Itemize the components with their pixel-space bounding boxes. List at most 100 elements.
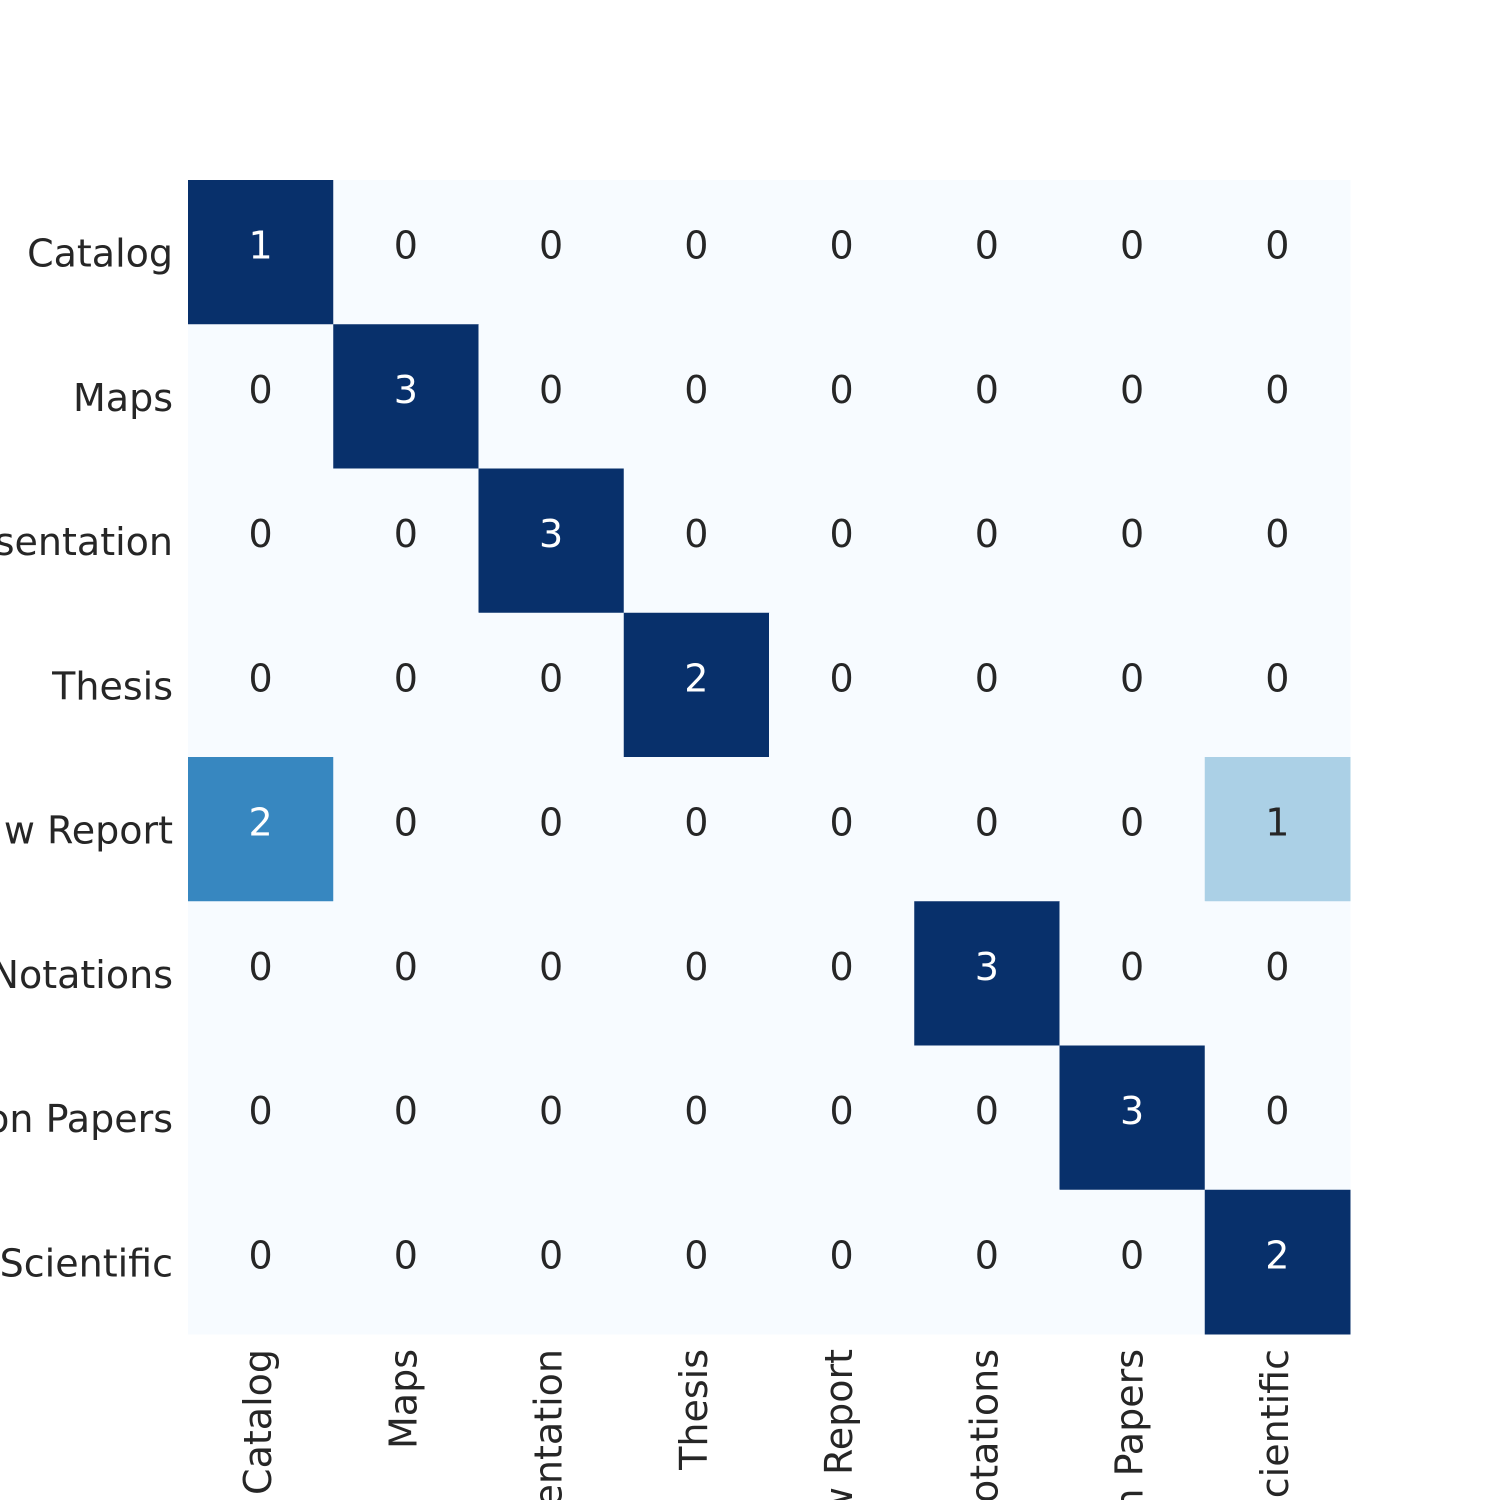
x-tick-label: sentation [527, 1349, 571, 1500]
cell-value: 0 [394, 512, 418, 556]
cell-value: 0 [830, 656, 854, 700]
cell-value: 0 [249, 368, 273, 412]
cell-value: 0 [1120, 945, 1144, 989]
cell-value: 0 [249, 656, 273, 700]
heatmap-cell [623, 1045, 770, 1191]
x-tick-label: on Papers [1108, 1349, 1152, 1500]
y-tick-label: Maps [73, 376, 173, 420]
cell-value: 0 [830, 224, 854, 268]
cell-value: 0 [684, 801, 708, 845]
cell-value: 0 [975, 368, 999, 412]
heatmap-cell [914, 324, 1060, 469]
cell-value: 0 [830, 945, 854, 989]
cell-value: 2 [1265, 1233, 1289, 1277]
x-tick-label: Thesis [672, 1349, 716, 1471]
heatmap-cell [1059, 612, 1206, 758]
heatmap-cell [1059, 1045, 1206, 1191]
heatmap-cell [188, 1189, 334, 1335]
cell-value: 0 [394, 224, 418, 268]
heatmap-cell [769, 612, 915, 758]
cell-value: 0 [684, 1089, 708, 1133]
cell-value: 0 [394, 656, 418, 700]
x-tick-label: Notations [962, 1349, 1006, 1500]
cell-value: 0 [1120, 1233, 1144, 1277]
cell-value: 0 [394, 1233, 418, 1277]
cell-value: 0 [975, 801, 999, 845]
heatmap-cell [188, 180, 334, 325]
heatmap-cell [769, 324, 915, 469]
x-tick-label: Maps [381, 1349, 425, 1449]
cell-value: 0 [1120, 801, 1144, 845]
cell-value: 0 [1120, 224, 1144, 268]
heatmap-cell [333, 757, 479, 902]
heatmap-cell [478, 324, 625, 469]
cell-value: 1 [1265, 801, 1289, 845]
heatmap-cell [769, 1189, 915, 1335]
heatmap-cell [1059, 180, 1206, 325]
x-tick-label: w Report [817, 1349, 861, 1500]
heatmap-cell [333, 324, 479, 469]
y-tick-label: Thesis [51, 664, 173, 708]
cell-value: 0 [975, 656, 999, 700]
heatmap-cell [623, 612, 770, 758]
y-tick-label: Catalog [27, 232, 173, 276]
heatmap-cell [1059, 324, 1206, 469]
heatmap-cell [333, 1189, 479, 1335]
cell-value: 0 [539, 368, 563, 412]
heatmap-cell [478, 1045, 625, 1191]
heatmap-cell [1204, 180, 1351, 325]
heatmap-cell [333, 180, 479, 325]
cell-value: 0 [684, 1233, 708, 1277]
cell-value: 0 [830, 1089, 854, 1133]
heatmap-cell [333, 901, 479, 1046]
cell-value: 0 [539, 945, 563, 989]
heatmap-cell [914, 1189, 1060, 1335]
heatmap-cell [769, 757, 915, 902]
cell-value: 0 [684, 945, 708, 989]
cell-value: 0 [249, 945, 273, 989]
heatmap-cell [769, 901, 915, 1046]
x-tick-label: Scientific [1253, 1349, 1297, 1500]
cell-value: 0 [975, 224, 999, 268]
y-tick-label: on Papers [0, 1097, 173, 1141]
cell-value: 0 [830, 801, 854, 845]
heatmap-cell [333, 468, 479, 614]
cell-value: 0 [1120, 656, 1144, 700]
heatmap-cell [623, 901, 770, 1046]
cell-value: 0 [539, 1233, 563, 1277]
cell-value: 0 [830, 368, 854, 412]
heatmap-cell [623, 468, 770, 614]
heatmap-cell [188, 612, 334, 758]
heatmap-cell [623, 180, 770, 325]
heatmap-cell [1204, 901, 1351, 1046]
heatmap-cell [623, 757, 770, 902]
heatmap-cell [1204, 757, 1351, 902]
cell-value: 0 [249, 1089, 273, 1133]
cell-value: 0 [1265, 1089, 1289, 1133]
heatmap-cell [188, 324, 334, 469]
cell-value: 0 [539, 801, 563, 845]
cell-value: 3 [1120, 1089, 1144, 1133]
cell-value: 0 [249, 1233, 273, 1277]
heatmap-cell [1204, 1189, 1351, 1335]
cell-value: 2 [249, 801, 273, 845]
cell-value: 0 [1120, 368, 1144, 412]
y-tick-label: w Report [4, 809, 173, 853]
cell-value: 0 [975, 1089, 999, 1133]
cell-value: 0 [1265, 224, 1289, 268]
heatmap-cell [188, 1045, 334, 1191]
heatmap-cell [478, 180, 625, 325]
heatmap-cell [478, 901, 625, 1046]
heatmap-cell [478, 468, 625, 614]
cell-value: 3 [975, 945, 999, 989]
heatmap-cell [1059, 757, 1206, 902]
cell-value: 0 [684, 512, 708, 556]
cell-value: 0 [1265, 656, 1289, 700]
cell-value: 0 [394, 945, 418, 989]
heatmap-cell [769, 1045, 915, 1191]
heatmap-cell [1059, 1189, 1206, 1335]
heatmap-cell [914, 468, 1060, 614]
heatmap-cell [769, 180, 915, 325]
y-tick-label: sentation [0, 520, 173, 564]
